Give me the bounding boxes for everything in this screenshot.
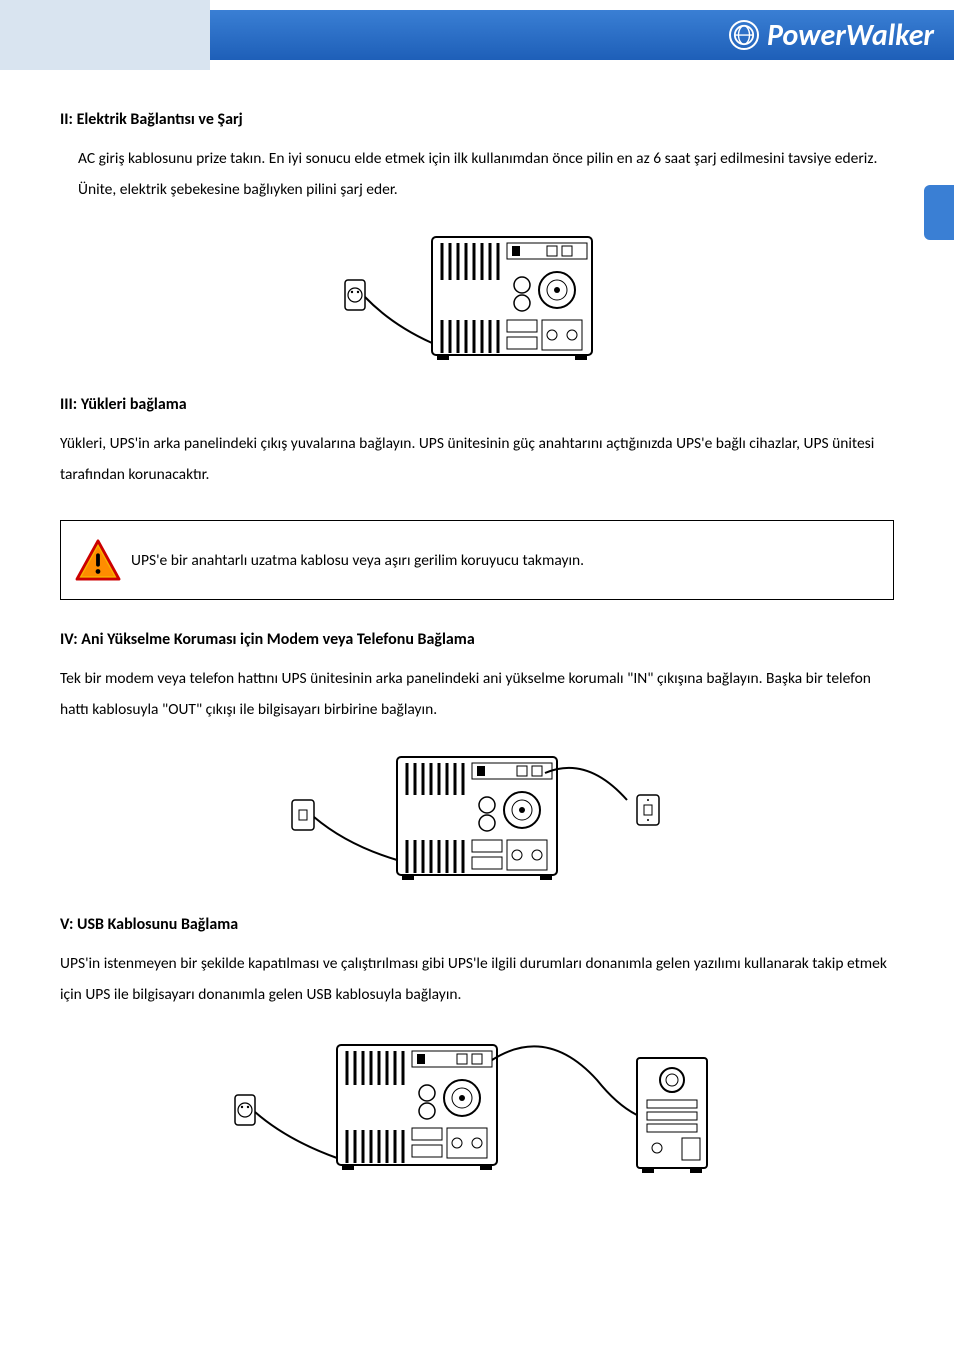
section-heading: IV: Ani Yükselme Koruması için Modem vey… [60,630,894,649]
page-header: PowerWalker [0,0,954,70]
brand-text: PowerWalker [767,17,934,54]
page-content: II: Elektrik Bağlantısı ve Şarj AC giriş… [0,70,954,1250]
section-heading: III: Yükleri bağlama [60,395,894,414]
figure-ups-usb-pc [60,1030,894,1180]
warning-text: UPS'e bir anahtarlı uzatma kablosu veya … [131,551,584,570]
section-heading: II: Elektrik Bağlantısı ve Şarj [60,110,894,129]
brand-logo: PowerWalker [729,17,934,54]
section-connect-loads: III: Yükleri bağlama Yükleri, UPS'in ark… [60,395,894,490]
section-usb: V: USB Kablosunu Bağlama UPS'in istenmey… [60,915,894,1180]
brand-globe-icon [729,20,759,50]
section-body: Yükleri, UPS'in arka panelindeki çıkış y… [60,428,894,490]
section-heading: V: USB Kablosunu Bağlama [60,915,894,934]
side-tab [924,185,954,240]
section-body: UPS'in istenmeyen bir şekilde kapatılmas… [60,948,894,1010]
section-electrical-connection: II: Elektrik Bağlantısı ve Şarj AC giriş… [60,110,894,365]
warning-icon [75,539,121,581]
header-gray-block [0,0,210,70]
header-blue-bar: PowerWalker [210,10,954,60]
warning-box: UPS'e bir anahtarlı uzatma kablosu veya … [60,520,894,600]
figure-ups-plug [60,225,894,365]
figure-ups-modem [60,745,894,885]
section-body: AC giriş kablosunu prize takın. En iyi s… [78,143,894,205]
section-modem-phone: IV: Ani Yükselme Koruması için Modem vey… [60,630,894,885]
section-body: Tek bir modem veya telefon hattını UPS ü… [60,663,894,725]
